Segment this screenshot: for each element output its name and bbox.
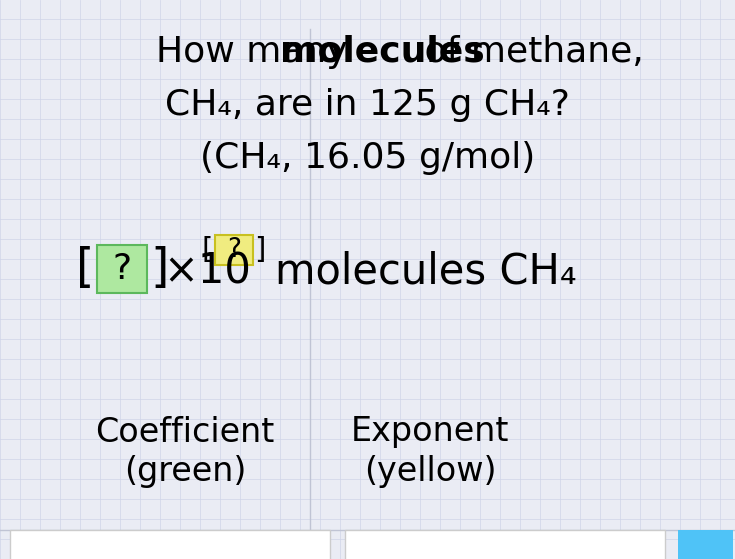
Text: ×10: ×10 xyxy=(163,251,251,293)
FancyBboxPatch shape xyxy=(215,235,253,265)
Text: of methane,: of methane, xyxy=(413,35,644,69)
Text: ]: ] xyxy=(150,247,168,291)
Text: molecules CH₄: molecules CH₄ xyxy=(275,251,577,293)
Text: CH₄, are in 125 g CH₄?: CH₄, are in 125 g CH₄? xyxy=(165,88,570,122)
FancyBboxPatch shape xyxy=(678,530,733,559)
Text: [: [ xyxy=(201,236,213,264)
Text: [: [ xyxy=(76,247,94,291)
Text: (green): (green) xyxy=(123,456,246,489)
FancyBboxPatch shape xyxy=(345,530,665,559)
Text: ?: ? xyxy=(112,252,132,286)
Text: (yellow): (yellow) xyxy=(364,456,496,489)
FancyBboxPatch shape xyxy=(97,245,147,293)
Text: molecules: molecules xyxy=(280,35,485,69)
Text: How many: How many xyxy=(156,35,359,69)
FancyBboxPatch shape xyxy=(10,530,330,559)
Text: ?: ? xyxy=(227,237,241,263)
Text: Exponent: Exponent xyxy=(351,415,509,448)
Text: ]: ] xyxy=(254,236,265,264)
Text: Coefficient: Coefficient xyxy=(96,415,275,448)
Text: (CH₄, 16.05 g/mol): (CH₄, 16.05 g/mol) xyxy=(200,141,535,175)
